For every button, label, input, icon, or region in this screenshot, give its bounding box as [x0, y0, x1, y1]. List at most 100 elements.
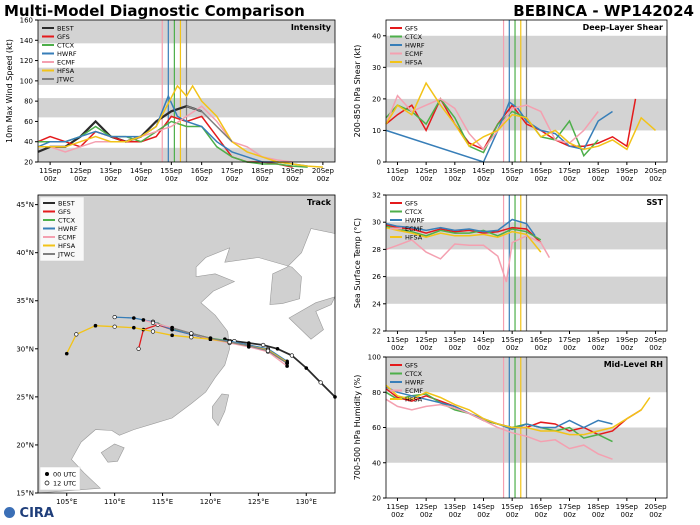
- x-tick-label: 20Sep: [644, 336, 667, 344]
- x-tick-label: 00z: [317, 175, 330, 183]
- x-tick-label: 00z: [477, 175, 490, 183]
- x-tick-label: 11Sep: [386, 167, 409, 175]
- track-point-12utc: [150, 320, 156, 325]
- x-tick-label: 00z: [391, 344, 404, 352]
- x-tick-label: 15Sep: [160, 167, 183, 175]
- x-tick-label: 20Sep: [644, 167, 667, 175]
- y-tick-label: 60: [24, 118, 33, 126]
- legend-label: HWRF: [405, 217, 425, 225]
- lon-tick-label: 115°E: [152, 498, 173, 506]
- legend-label: ECMF: [405, 225, 423, 233]
- legend-label: HWRF: [405, 379, 425, 387]
- x-tick-label: 00z: [621, 175, 634, 183]
- series-ecmf: [385, 94, 599, 151]
- y-tick-label: 10: [372, 127, 381, 135]
- track-point-00utc: [141, 318, 146, 322]
- legend-label: CTCX: [405, 208, 423, 216]
- x-tick-label: 15Sep: [501, 336, 524, 344]
- x-tick-label: 00z: [74, 175, 87, 183]
- x-tick-label: 11Sep: [39, 167, 62, 175]
- y-axis-label: 10m Max Wind Speed (kt): [5, 39, 14, 143]
- legend-label: CTCX: [57, 42, 75, 50]
- x-tick-label: 17Sep: [558, 336, 581, 344]
- panel-title: Deep-Layer Shear: [583, 23, 663, 32]
- cira-logo: CIRA: [4, 506, 54, 521]
- x-tick-label: 16Sep: [530, 336, 553, 344]
- legend-label: HFSA: [57, 67, 75, 75]
- y-tick-label: 26: [372, 273, 381, 281]
- y-axis-label: Sea Surface Temp (°C): [353, 218, 362, 308]
- legend-label: HFSA: [405, 59, 423, 67]
- series-jtwc: [186, 105, 233, 143]
- y-tick-label: 28: [372, 246, 381, 254]
- x-tick-label: 00z: [165, 175, 178, 183]
- y-tick-label: 20: [372, 95, 381, 103]
- hainan: [100, 443, 125, 463]
- track-point-00utc: [93, 323, 98, 328]
- x-tick-label: 00z: [621, 344, 634, 352]
- x-tick-label: 00z: [477, 511, 490, 519]
- panel-title: Track: [307, 198, 332, 207]
- x-tick-label: 00z: [535, 511, 548, 519]
- legend-label: JTWC: [56, 76, 74, 84]
- x-tick-label: 00z: [649, 344, 662, 352]
- x-tick-label: 00z: [621, 511, 634, 519]
- x-tick-label: 19Sep: [616, 167, 639, 175]
- series-ctcx: [385, 97, 599, 158]
- track-point-12utc: [318, 380, 323, 385]
- x-tick-label: 13Sep: [444, 336, 467, 344]
- x-tick-label: 00z: [256, 175, 269, 183]
- y-tick-label: 100: [20, 77, 33, 85]
- panel-title: SST: [646, 198, 663, 207]
- x-tick-label: 11Sep: [386, 503, 409, 511]
- x-tick-label: 00z: [592, 511, 605, 519]
- series-hfsa: [385, 384, 651, 436]
- symbol-12utc: [44, 480, 50, 486]
- track-point-00utc: [275, 347, 280, 351]
- legend-label: HWRF: [57, 50, 77, 58]
- symbol-legend-box: [39, 466, 81, 491]
- x-tick-label: 00z: [592, 344, 605, 352]
- legend-label: ECMF: [405, 50, 423, 58]
- track-point-00utc: [246, 344, 251, 348]
- x-tick-label: 00z: [477, 344, 490, 352]
- lat-tick-label: 25°N: [16, 393, 34, 401]
- track-point-00utc: [208, 336, 213, 341]
- china-coastline: [37, 194, 336, 494]
- track-point-00utc: [132, 316, 136, 320]
- map-frame: [37, 194, 336, 494]
- x-tick-label: 14Sep: [472, 336, 495, 344]
- x-tick-label: 00z: [535, 344, 548, 352]
- x-tick-label: 20Sep: [312, 167, 335, 175]
- x-tick-label: 19Sep: [616, 503, 639, 511]
- legend-label: BEST: [58, 200, 75, 208]
- taiwan: [212, 393, 230, 427]
- x-tick-label: 16Sep: [191, 167, 214, 175]
- track-point-12utc: [112, 314, 117, 320]
- series-hfsa: [385, 226, 542, 253]
- y-tick-label: 22: [372, 328, 381, 336]
- lon-tick-label: 125°E: [248, 498, 269, 506]
- x-tick-label: 17Sep: [558, 167, 581, 175]
- x-tick-label: 12Sep: [415, 167, 438, 175]
- x-tick-label: 00z: [449, 175, 462, 183]
- x-tick-label: 20Sep: [644, 503, 667, 511]
- kyushu: [288, 296, 336, 340]
- x-tick-label: 14Sep: [130, 167, 153, 175]
- track-point-12utc: [74, 332, 79, 337]
- x-tick-label: 17Sep: [558, 503, 581, 511]
- x-tick-label: 00z: [286, 175, 299, 183]
- storm-title: BEBINCA - WP142024: [513, 2, 694, 20]
- legend-label: ECMF: [58, 234, 76, 242]
- y-axis-label: 700-500 hPa Humidity (%): [353, 375, 362, 481]
- legend-label: HWRF: [58, 225, 78, 233]
- legend-label: CTCX: [405, 33, 423, 41]
- track-point-00utc: [170, 333, 174, 338]
- x-tick-label: 18Sep: [587, 336, 610, 344]
- legend-label: GFS: [405, 200, 418, 208]
- track-point-12utc: [289, 353, 294, 358]
